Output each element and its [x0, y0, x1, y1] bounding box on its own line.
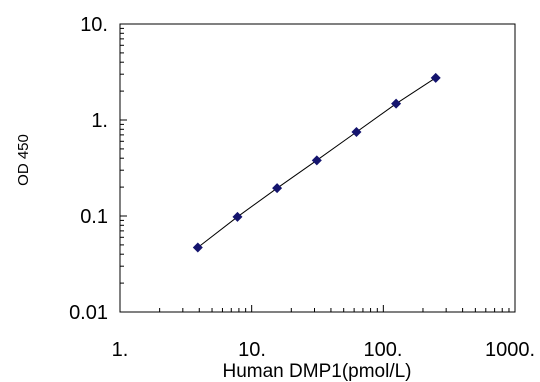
data-point	[192, 242, 203, 253]
y-tick-label-0.1: 0.1	[80, 206, 108, 228]
plot-area	[119, 23, 516, 313]
data-point	[430, 72, 441, 83]
x-tick-label-10: 10.	[238, 339, 266, 361]
x-tick-label-1000: 1000.	[485, 339, 535, 361]
y-axis-title: OD 450	[15, 134, 32, 186]
major-ticks	[119, 23, 516, 313]
data-point	[391, 98, 402, 109]
y-tick-label-1: 1.	[91, 110, 108, 132]
data-point	[272, 183, 283, 194]
data-points	[192, 72, 441, 253]
x-tick-label-100: 100.	[364, 339, 403, 361]
minor-ticks	[120, 27, 510, 312]
y-tick-label-0.01: 0.01	[69, 302, 108, 324]
y-tick-label-10: 10.	[80, 14, 108, 36]
x-tick-label-1: 1.	[112, 339, 129, 361]
data-point	[311, 155, 322, 166]
x-axis-title: Human DMP1(pmol/L)	[223, 361, 412, 382]
data-point	[351, 126, 362, 137]
data-point	[232, 211, 243, 222]
